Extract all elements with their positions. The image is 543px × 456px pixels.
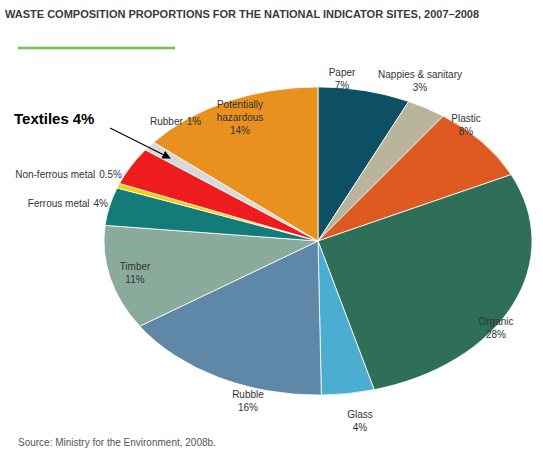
data-label: Non-ferrous metal 0.5% — [15, 169, 122, 180]
category-label: hazardous — [217, 112, 264, 123]
data-label: Nappies & sanitary 3% — [378, 69, 462, 93]
value-label: 4% — [94, 198, 109, 209]
category-label: Plastic — [451, 113, 480, 124]
pie — [104, 87, 532, 395]
label-arrow — [110, 128, 170, 158]
category-label: Potentially — [217, 99, 263, 110]
data-label: Organic 28% — [478, 316, 513, 340]
data-label: Plastic 8% — [451, 113, 480, 137]
data-label: Textiles4% — [14, 110, 94, 127]
data-labels: Paper 7% Nappies & sanitary 3% Plastic 8% Orga… — [14, 67, 514, 433]
title-rule — [18, 47, 175, 50]
value-label: 16% — [238, 402, 258, 413]
value-label: 7% — [335, 80, 350, 91]
chart: WASTE COMPOSITION PROPORTIONS FOR THE NA… — [0, 0, 543, 456]
category-label: Non-ferrous metal — [15, 169, 95, 180]
category-label: Paper — [329, 67, 356, 78]
pie-slice — [318, 241, 374, 395]
category-label: Glass — [347, 409, 373, 420]
data-label: Paper 7% — [329, 67, 356, 91]
category-label: Timber — [120, 261, 151, 272]
category-label: Organic — [478, 316, 513, 327]
title: WASTE COMPOSITION PROPORTIONS FOR THE NA… — [5, 8, 479, 20]
pie-slice — [154, 87, 318, 241]
pie-slice — [104, 225, 318, 326]
data-label: Ferrous metal 4% — [28, 198, 108, 209]
data-label: Rubble 16% — [232, 389, 264, 413]
value-label: 28% — [486, 329, 506, 340]
data-label: Timber 11% — [120, 261, 151, 285]
value-label: 3% — [413, 82, 428, 93]
category-label: Rubble — [232, 389, 264, 400]
category-label: Ferrous metal — [28, 198, 90, 209]
data-label: Glass 4% — [347, 409, 373, 433]
value-label: 0.5% — [99, 169, 122, 180]
value-label: 4% — [353, 422, 368, 433]
category-label: Textiles — [14, 110, 69, 127]
value-label: 8% — [459, 126, 474, 137]
value-label: 1% — [187, 116, 202, 127]
value-label: 14% — [230, 125, 250, 136]
category-label: Rubber — [150, 116, 183, 127]
source: Source: Ministry for the Environment, 20… — [18, 437, 216, 448]
value-label: 11% — [125, 274, 144, 285]
value-label: 4% — [73, 110, 95, 127]
data-label: Potentially hazardous 14% — [217, 99, 264, 136]
data-label: Rubber 1% — [150, 116, 201, 127]
category-label: Nappies & sanitary — [378, 69, 462, 80]
